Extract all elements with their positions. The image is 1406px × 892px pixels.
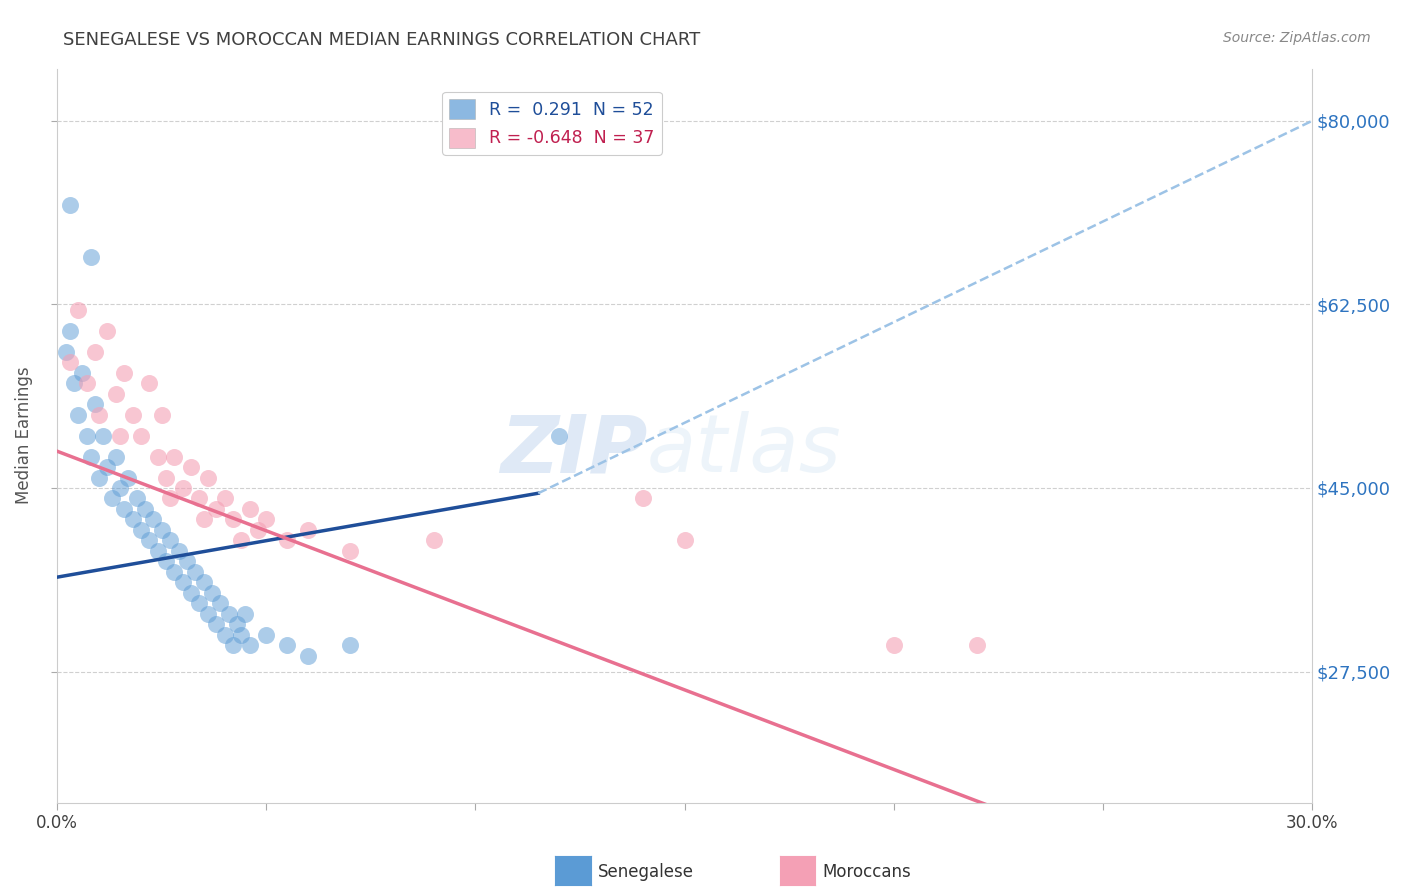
Text: Source: ZipAtlas.com: Source: ZipAtlas.com <box>1223 31 1371 45</box>
Point <box>59 355 82 369</box>
Point <box>84 397 107 411</box>
Point <box>231 628 253 642</box>
Point <box>297 523 319 537</box>
Text: Moroccans: Moroccans <box>823 863 911 881</box>
Point <box>222 512 245 526</box>
Point <box>180 586 202 600</box>
Legend: R =  0.291  N = 52, R = -0.648  N = 37: R = 0.291 N = 52, R = -0.648 N = 37 <box>443 92 662 154</box>
Point <box>76 376 98 391</box>
Text: SENEGALESE VS MOROCCAN MEDIAN EARNINGS CORRELATION CHART: SENEGALESE VS MOROCCAN MEDIAN EARNINGS C… <box>63 31 700 49</box>
Point <box>276 638 298 652</box>
Point <box>121 512 143 526</box>
Point <box>883 638 905 652</box>
Point <box>188 596 211 610</box>
Point <box>205 617 228 632</box>
Point <box>159 533 181 548</box>
Point <box>100 491 122 506</box>
Point <box>112 366 135 380</box>
Point <box>276 533 298 548</box>
Point <box>235 607 257 621</box>
Point <box>129 428 152 442</box>
Point <box>172 575 194 590</box>
Point <box>155 554 177 568</box>
Point <box>117 470 139 484</box>
Text: Senegalese: Senegalese <box>598 863 693 881</box>
Point <box>108 481 131 495</box>
Point <box>91 428 114 442</box>
Point <box>218 607 240 621</box>
Point <box>205 502 228 516</box>
Point <box>209 596 232 610</box>
Point <box>104 450 127 464</box>
Point <box>121 408 143 422</box>
Point <box>193 575 215 590</box>
Point <box>96 324 118 338</box>
Point <box>239 502 262 516</box>
Point <box>63 376 86 391</box>
Point <box>172 481 194 495</box>
Text: atlas: atlas <box>647 411 842 489</box>
Point <box>167 544 190 558</box>
Point <box>96 460 118 475</box>
Point <box>155 470 177 484</box>
Point <box>89 408 111 422</box>
Point <box>239 638 262 652</box>
Point <box>631 491 654 506</box>
Point <box>112 502 135 516</box>
Point <box>297 648 319 663</box>
Point <box>138 533 160 548</box>
Point <box>222 638 245 652</box>
Point <box>72 366 94 380</box>
Point <box>104 386 127 401</box>
Point <box>59 198 82 212</box>
Point <box>129 523 152 537</box>
Point <box>150 523 173 537</box>
Point <box>180 460 202 475</box>
Point <box>201 586 224 600</box>
Point <box>59 324 82 338</box>
Point <box>214 491 236 506</box>
Point <box>142 512 165 526</box>
Point <box>138 376 160 391</box>
Y-axis label: Median Earnings: Median Earnings <box>15 367 32 504</box>
Point <box>134 502 156 516</box>
Point <box>254 512 277 526</box>
Point <box>422 533 444 548</box>
Point <box>55 344 77 359</box>
Point <box>254 628 277 642</box>
Point <box>67 408 90 422</box>
Point <box>146 450 169 464</box>
Point <box>150 408 173 422</box>
Point <box>176 554 198 568</box>
Point <box>89 470 111 484</box>
Point <box>339 638 361 652</box>
Point <box>80 450 103 464</box>
Point <box>673 533 696 548</box>
Point <box>159 491 181 506</box>
Point <box>163 450 186 464</box>
Point <box>197 607 219 621</box>
Point <box>193 512 215 526</box>
Point <box>548 428 571 442</box>
Point <box>226 617 249 632</box>
Point <box>184 565 207 579</box>
Point <box>163 565 186 579</box>
Point <box>108 428 131 442</box>
Point <box>188 491 211 506</box>
Text: ZIP: ZIP <box>499 411 647 489</box>
Point <box>197 470 219 484</box>
Point <box>247 523 270 537</box>
Point <box>125 491 148 506</box>
Point <box>966 638 988 652</box>
Point <box>80 250 103 264</box>
Point <box>214 628 236 642</box>
Point <box>76 428 98 442</box>
Point <box>339 544 361 558</box>
Point <box>146 544 169 558</box>
Point <box>84 344 107 359</box>
Point <box>231 533 253 548</box>
Point <box>67 302 90 317</box>
